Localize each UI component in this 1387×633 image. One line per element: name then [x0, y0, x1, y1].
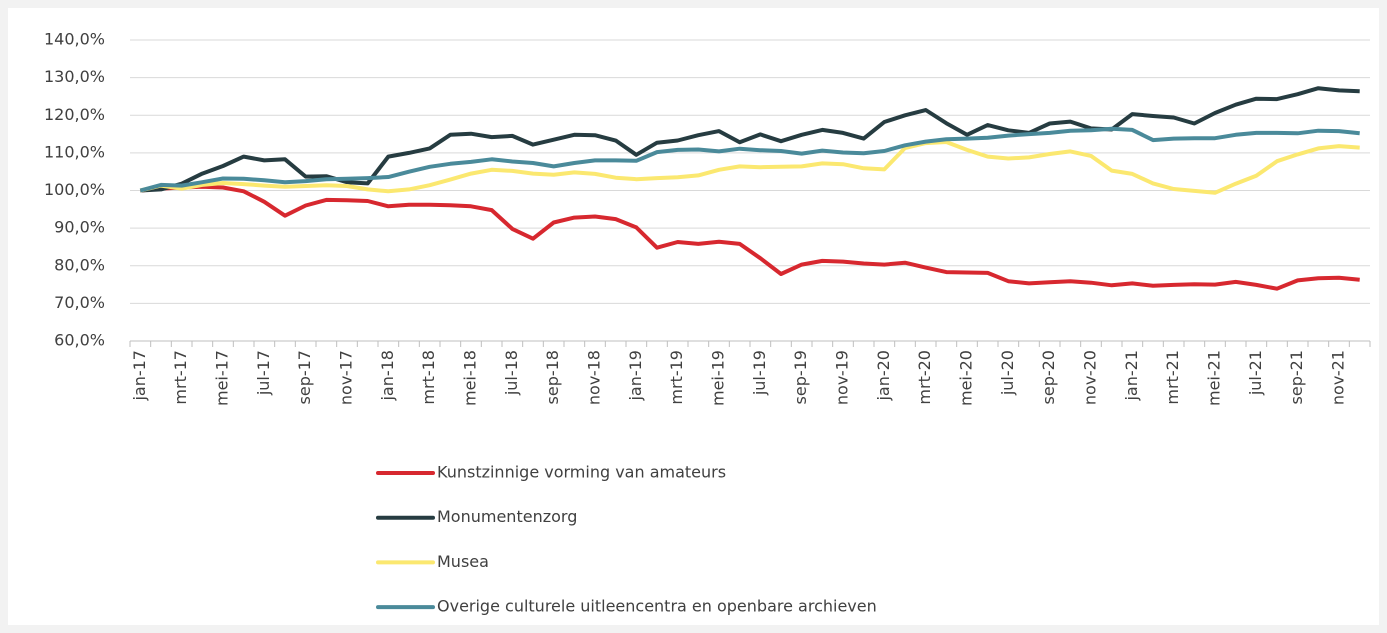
- x-tick-label: mei-17: [213, 350, 232, 406]
- chart-background: [8, 8, 1379, 625]
- x-tick-label: sep-21: [1287, 350, 1306, 404]
- x-tick-label: jul-20: [998, 350, 1017, 396]
- y-tick-label: 130,0%: [44, 67, 105, 86]
- x-tick-label: nov-20: [1081, 350, 1100, 405]
- x-tick-label: nov-17: [337, 350, 356, 405]
- x-tick-label: mei-20: [957, 350, 976, 406]
- x-tick-label: jan-17: [130, 350, 149, 402]
- legend-label: Monumentenzorg: [437, 507, 577, 526]
- y-tick-label: 120,0%: [44, 105, 105, 124]
- legend-label: Kunstzinnige vorming van amateurs: [437, 463, 726, 482]
- x-tick-label: nov-19: [833, 350, 852, 405]
- x-tick-label: nov-21: [1329, 350, 1348, 405]
- x-tick-label: sep-20: [1039, 350, 1058, 404]
- series-line: [139, 126, 1360, 193]
- y-tick-label: 140,0%: [44, 30, 105, 49]
- x-tick-label: sep-19: [791, 350, 810, 404]
- legend-label: Overige culturele uitleencentra en openb…: [437, 597, 877, 616]
- x-tick-label: jan-19: [626, 350, 645, 402]
- x-tick-label: jan-18: [378, 350, 397, 402]
- x-tick-label: jan-21: [1122, 350, 1141, 402]
- x-tick-label: jul-17: [254, 350, 273, 396]
- y-tick-label: 100,0%: [44, 180, 105, 199]
- x-tick-label: mrt-20: [915, 350, 934, 405]
- y-tick-label: 110,0%: [44, 142, 105, 161]
- series-line: [139, 140, 1360, 195]
- x-tick-label: nov-18: [585, 350, 604, 405]
- x-tick-label: jul-21: [1246, 350, 1265, 396]
- y-tick-label: 70,0%: [54, 293, 105, 312]
- x-tick-label: mrt-18: [419, 350, 438, 405]
- x-tick-label: mei-19: [709, 350, 728, 406]
- x-tick-label: sep-17: [295, 350, 314, 404]
- y-tick-label: 90,0%: [54, 218, 105, 237]
- x-tick-label: jan-20: [874, 350, 893, 402]
- x-tick-label: mrt-19: [667, 350, 686, 405]
- x-tick-label: mrt-17: [171, 350, 190, 405]
- series-line: [140, 86, 1360, 193]
- x-tick-label: mei-21: [1205, 350, 1224, 406]
- x-tick-label: sep-18: [543, 350, 562, 404]
- x-tick-label: jul-18: [502, 350, 521, 396]
- x-tick-label: mrt-21: [1163, 350, 1182, 405]
- y-tick-label: 60,0%: [54, 331, 105, 350]
- y-tick-label: 80,0%: [54, 255, 105, 274]
- x-tick-label: jul-19: [750, 350, 769, 396]
- series-line: [140, 184, 1360, 291]
- x-tick-label: mei-18: [461, 350, 480, 406]
- legend-label: Musea: [437, 552, 489, 571]
